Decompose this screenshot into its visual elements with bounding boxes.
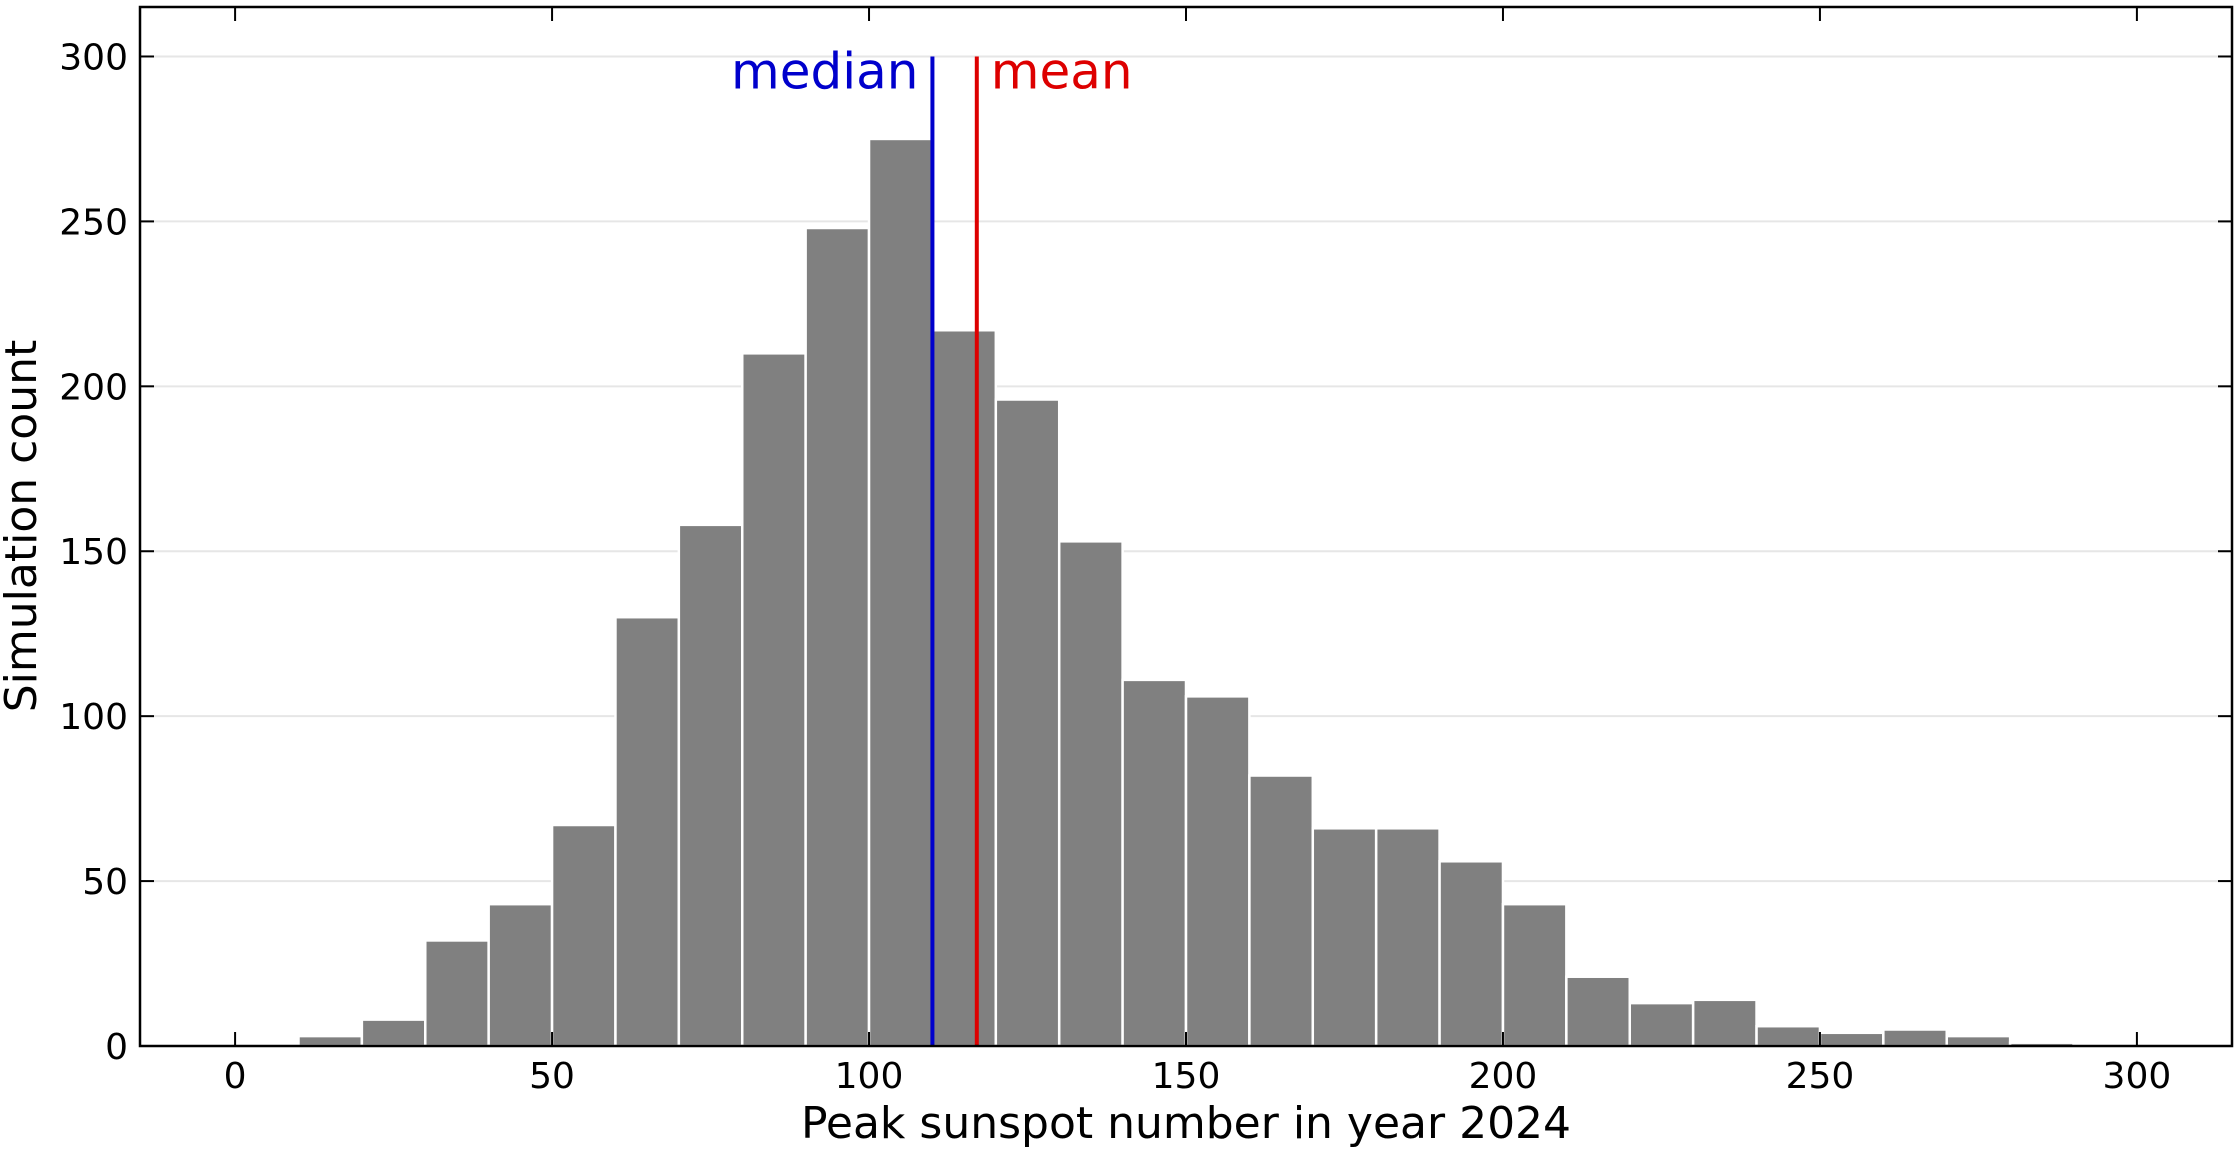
histogram-bar (1057, 540, 1124, 1048)
x-tick-label: 50 (529, 1056, 575, 1097)
histogram-bar (550, 823, 617, 1048)
histogram-bar (1882, 1028, 1948, 1048)
histogram-bar (1755, 1024, 1822, 1048)
histogram-bar (1628, 1001, 1695, 1048)
histogram-bar (424, 939, 490, 1048)
histogram-bar (740, 352, 807, 1048)
histogram-bar (867, 137, 934, 1048)
x-tick-label: 150 (1152, 1056, 1221, 1097)
histogram-bar (994, 398, 1061, 1048)
x-axis-label: Peak sunspot number in year 2024 (801, 1098, 1571, 1149)
histogram-bar (1438, 860, 1505, 1048)
mean-label: mean (991, 42, 1133, 100)
histogram-bar (1248, 774, 1315, 1048)
histogram-bars (297, 137, 2075, 1048)
x-tick-label: 0 (224, 1056, 247, 1097)
y-tick-label: 0 (105, 1027, 128, 1068)
y-tick-label: 100 (59, 697, 128, 738)
histogram-bar (1691, 998, 1758, 1048)
y-tick-label: 250 (59, 202, 128, 243)
histogram-bar (297, 1034, 364, 1048)
x-tick-label: 250 (1786, 1056, 1855, 1097)
y-tick-label: 300 (59, 37, 128, 78)
histogram-bar (677, 523, 744, 1048)
x-tick-label: 300 (2103, 1056, 2172, 1097)
y-axis-label: Simulation count (0, 340, 47, 713)
histogram-bar (1184, 695, 1251, 1048)
histogram-bar (1945, 1034, 2012, 1048)
median-label: median (731, 42, 918, 100)
histogram-bar (1121, 678, 1188, 1048)
histogram-bar (360, 1018, 427, 1048)
reference-lines: median mean (731, 42, 1133, 1046)
gridlines (140, 55, 2232, 883)
histogram-bar (487, 902, 554, 1048)
histogram-bar (931, 328, 998, 1048)
histogram-bar (804, 226, 871, 1048)
histogram-bar (1565, 975, 1632, 1048)
histogram-bar (614, 615, 681, 1048)
axes: 0 50 100 150 200 250 300 0 50 100 150 200 250 300 (59, 5, 2234, 1097)
x-tick-label: 200 (1469, 1056, 1538, 1097)
y-tick-label: 150 (59, 532, 128, 573)
histogram-bar (1374, 827, 1441, 1048)
x-tick-label: 100 (835, 1056, 904, 1097)
histogram-bar (1501, 902, 1568, 1048)
y-tick-label: 200 (59, 367, 128, 408)
y-tick-label: 50 (82, 862, 128, 903)
histogram-bar (1311, 827, 1378, 1048)
histogram-bar (1818, 1031, 1885, 1048)
